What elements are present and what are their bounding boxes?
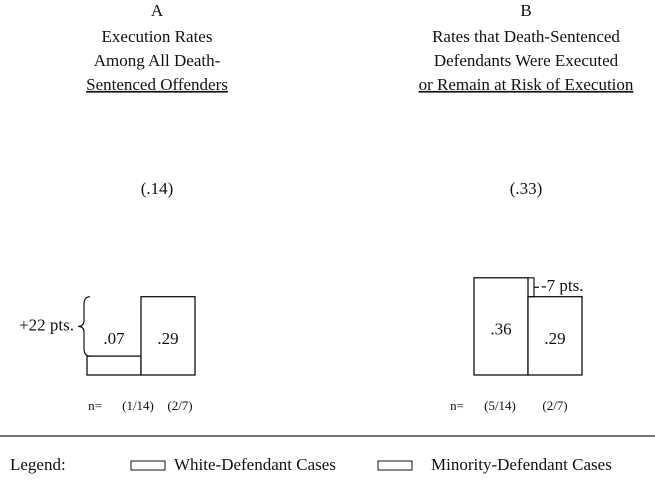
difference-brace [528, 277, 539, 298]
n-label: n= [88, 398, 102, 413]
legend-swatch [377, 460, 413, 471]
bar [527, 296, 583, 376]
panel-title: or Remain at Risk of Execution [419, 75, 634, 94]
panel-title: Defendants Were Executed [434, 51, 619, 70]
n-count: (1/14) [122, 398, 154, 413]
difference-label: -7 pts. [541, 276, 584, 295]
bar [473, 277, 529, 376]
n-label: n= [450, 398, 464, 413]
panel-title: Sentenced Offenders [86, 75, 228, 94]
value-label: .07 [103, 329, 125, 348]
value-label: .29 [157, 329, 178, 348]
difference-brace [77, 296, 91, 357]
n-count: (2/7) [542, 398, 567, 413]
overall-rate: (.33) [510, 179, 543, 198]
legend-swatch [130, 460, 166, 471]
panel-title: Execution Rates [102, 27, 213, 46]
panel-label: A [151, 1, 164, 20]
overall-rate: (.14) [141, 179, 174, 198]
difference-label: +22 pts. [19, 315, 74, 334]
panel-title: Rates that Death-Sentenced [432, 27, 620, 46]
n-count: (5/14) [484, 398, 516, 413]
bar [86, 355, 142, 376]
n-count: (2/7) [167, 398, 192, 413]
panel-title: Among All Death- [94, 51, 221, 70]
value-label: .36 [490, 319, 511, 338]
legend-entry: White-Defendant Cases [174, 455, 336, 474]
legend-title: Legend: [10, 455, 66, 474]
bar [140, 296, 196, 376]
panel-label: B [520, 1, 531, 20]
legend-entry: Minority-Defendant Cases [431, 455, 612, 474]
value-label: .29 [544, 329, 565, 348]
